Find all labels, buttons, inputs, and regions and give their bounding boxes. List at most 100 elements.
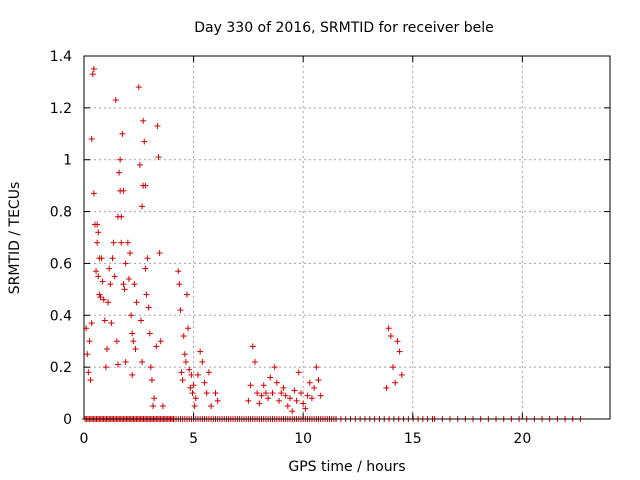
plot-frame xyxy=(83,55,611,420)
x-tick-label: 20 xyxy=(513,431,531,447)
data-point xyxy=(90,65,97,72)
x-tick-label: 10 xyxy=(294,431,312,447)
y-tick-label: 0.4 xyxy=(50,308,72,324)
data-point xyxy=(251,358,258,365)
data-point xyxy=(313,364,320,371)
data-point xyxy=(308,395,315,402)
data-point xyxy=(122,260,129,267)
data-point xyxy=(179,377,186,384)
data-point xyxy=(396,348,403,355)
data-point xyxy=(289,408,296,415)
data-point xyxy=(97,294,104,301)
data-point xyxy=(154,123,161,130)
data-point xyxy=(116,169,123,176)
data-point xyxy=(280,384,287,391)
data-point xyxy=(153,343,160,350)
y-tick-label: 0.8 xyxy=(50,205,72,221)
data-point xyxy=(297,390,304,397)
data-point xyxy=(249,343,256,350)
data-point xyxy=(148,377,155,384)
data-point xyxy=(271,364,278,371)
data-point xyxy=(254,390,261,397)
data-point xyxy=(383,384,390,391)
data-point xyxy=(95,229,102,236)
data-point xyxy=(300,400,307,407)
data-point xyxy=(247,382,254,389)
data-point xyxy=(191,403,198,410)
data-point xyxy=(145,304,152,311)
data-point xyxy=(121,286,128,293)
data-point xyxy=(95,273,102,280)
data-point xyxy=(178,369,185,376)
data-point xyxy=(182,358,189,365)
data-point xyxy=(101,317,108,324)
y-axis-label: SRMTID / TECUs xyxy=(7,182,23,295)
data-point xyxy=(84,351,91,358)
data-point xyxy=(122,358,129,365)
data-point xyxy=(109,255,116,262)
data-point xyxy=(151,395,158,402)
data-point xyxy=(94,221,101,228)
data-point xyxy=(284,403,291,410)
data-point xyxy=(139,358,146,365)
data-point xyxy=(186,366,193,373)
x-tick-label: 15 xyxy=(404,431,422,447)
data-point xyxy=(306,379,313,386)
data-point xyxy=(88,320,95,327)
y-tick-label: 0 xyxy=(63,412,72,428)
data-point xyxy=(125,275,132,282)
data-point xyxy=(85,369,92,376)
data-point xyxy=(390,364,397,371)
data-point xyxy=(155,154,162,161)
data-point xyxy=(201,379,208,386)
data-point xyxy=(129,330,136,337)
data-point xyxy=(127,250,134,257)
data-point xyxy=(86,338,93,345)
data-point xyxy=(192,395,199,402)
data-point xyxy=(108,320,115,327)
data-point xyxy=(256,400,263,407)
data-point xyxy=(199,358,206,365)
data-point xyxy=(130,338,137,345)
data-point xyxy=(205,369,212,376)
data-point xyxy=(203,390,210,397)
data-point xyxy=(245,397,252,404)
data-point xyxy=(113,338,120,345)
data-point xyxy=(156,250,163,257)
data-point xyxy=(129,371,136,378)
data-point xyxy=(304,392,311,399)
data-point xyxy=(267,374,274,381)
y-tick-label: 1.2 xyxy=(50,101,72,117)
data-point xyxy=(398,371,405,378)
data-point xyxy=(144,255,151,262)
data-point xyxy=(124,239,131,246)
data-point xyxy=(311,384,318,391)
y-tick-label: 1.4 xyxy=(50,49,72,65)
x-axis-label: GPS time / hours xyxy=(288,459,405,475)
data-point xyxy=(143,291,150,298)
data-point xyxy=(117,156,124,163)
data-point xyxy=(105,299,112,306)
data-point xyxy=(114,361,121,368)
data-point xyxy=(136,161,143,168)
data-point xyxy=(295,369,302,376)
data-point xyxy=(142,182,149,189)
data-point xyxy=(146,330,153,337)
data-point xyxy=(111,273,118,280)
data-point xyxy=(98,255,105,262)
data-point xyxy=(106,265,113,272)
data-point xyxy=(262,390,269,397)
data-point xyxy=(104,345,111,352)
data-point xyxy=(394,338,401,345)
data-point xyxy=(177,307,184,314)
data-point xyxy=(110,239,117,246)
data-point xyxy=(214,397,221,404)
data-point xyxy=(190,382,197,389)
data-point xyxy=(87,377,94,384)
data-point xyxy=(194,371,201,378)
data-point xyxy=(93,268,100,275)
data-point xyxy=(188,371,195,378)
y-tick-label: 0.2 xyxy=(50,360,72,376)
data-point xyxy=(128,312,135,319)
